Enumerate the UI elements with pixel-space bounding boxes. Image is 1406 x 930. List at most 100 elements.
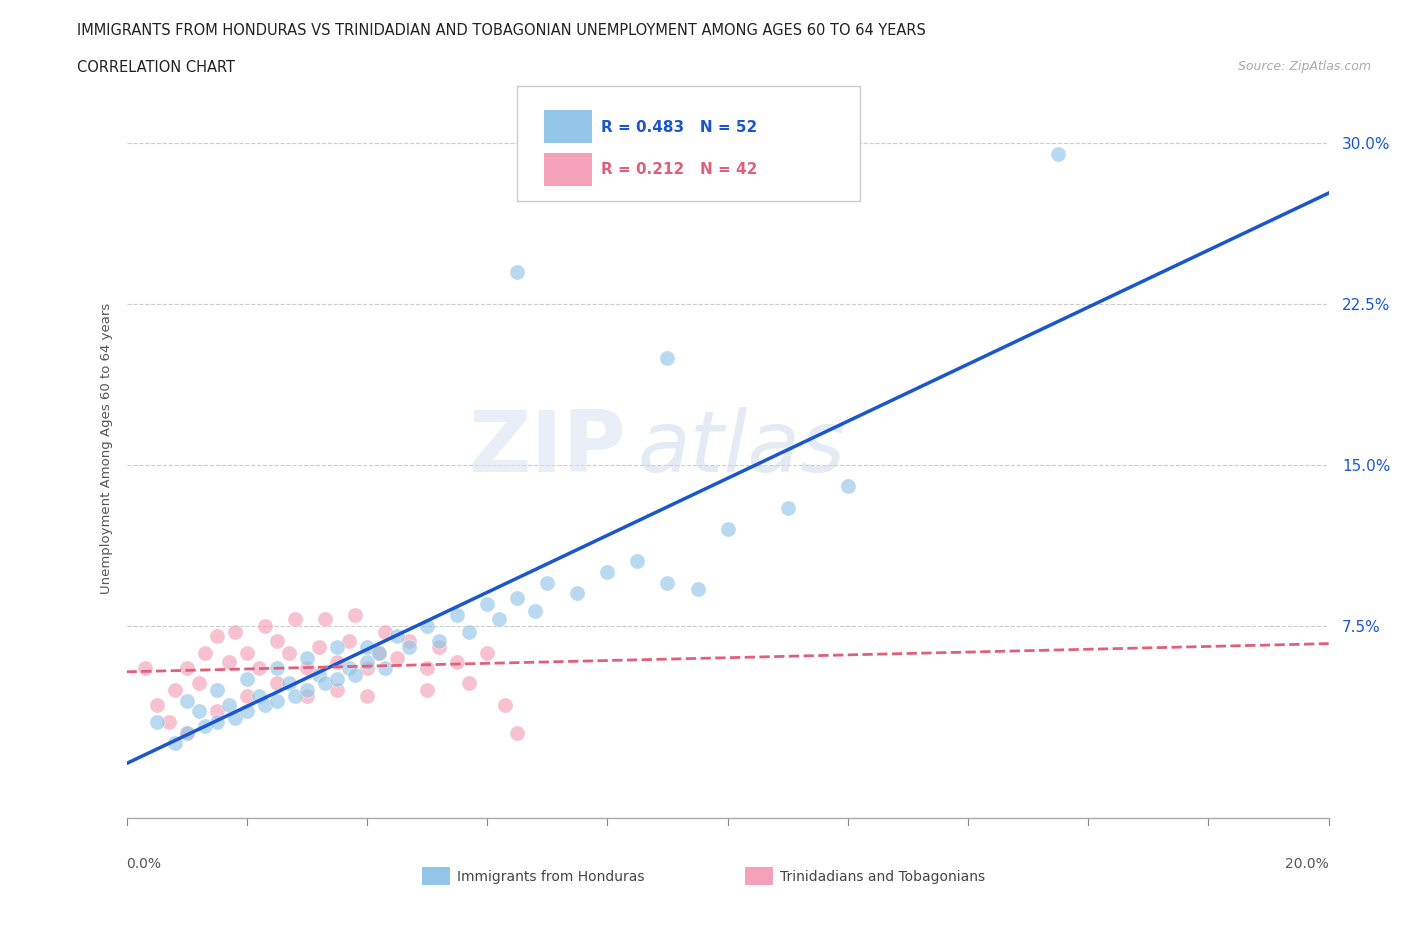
Point xyxy=(247,689,270,704)
Point xyxy=(446,607,468,622)
Point xyxy=(235,689,259,704)
FancyBboxPatch shape xyxy=(544,153,592,186)
Point xyxy=(295,689,318,704)
Text: IMMIGRANTS FROM HONDURAS VS TRINIDADIAN AND TOBAGONIAN UNEMPLOYMENT AMONG AGES 6: IMMIGRANTS FROM HONDURAS VS TRINIDADIAN … xyxy=(77,23,927,38)
Point xyxy=(314,612,336,627)
Point xyxy=(253,618,276,633)
Point xyxy=(308,640,330,655)
Point xyxy=(776,500,799,515)
Point xyxy=(157,714,180,729)
Point xyxy=(134,661,156,676)
Point xyxy=(326,683,349,698)
Point xyxy=(374,625,396,640)
Point xyxy=(837,479,859,494)
Point xyxy=(145,714,167,729)
Point xyxy=(284,612,307,627)
Point xyxy=(218,655,240,670)
Point xyxy=(163,683,186,698)
Point xyxy=(205,629,228,644)
Point xyxy=(385,629,408,644)
Point xyxy=(475,646,498,661)
Point xyxy=(235,671,259,686)
Point xyxy=(326,640,349,655)
Point xyxy=(337,661,360,676)
Point xyxy=(308,668,330,683)
Point xyxy=(224,625,246,640)
Point xyxy=(295,661,318,676)
Point xyxy=(506,591,529,605)
Point xyxy=(295,650,318,665)
Text: R = 0.212   N = 42: R = 0.212 N = 42 xyxy=(602,163,758,178)
Point xyxy=(266,693,288,708)
Point xyxy=(247,661,270,676)
Point xyxy=(458,676,481,691)
Point xyxy=(194,719,217,734)
Point xyxy=(145,698,167,712)
Point xyxy=(356,640,378,655)
Point xyxy=(266,676,288,691)
Text: atlas: atlas xyxy=(637,407,845,490)
Y-axis label: Unemployment Among Ages 60 to 64 years: Unemployment Among Ages 60 to 64 years xyxy=(100,303,112,594)
Point xyxy=(284,689,307,704)
Point xyxy=(187,676,209,691)
Point xyxy=(343,607,366,622)
Point xyxy=(494,698,516,712)
Point xyxy=(446,655,468,670)
Point xyxy=(218,698,240,712)
Text: Source: ZipAtlas.com: Source: ZipAtlas.com xyxy=(1237,60,1371,73)
Point xyxy=(368,646,391,661)
Point xyxy=(277,646,299,661)
Point xyxy=(398,640,420,655)
Point xyxy=(205,683,228,698)
Point xyxy=(176,661,198,676)
Point xyxy=(1047,147,1070,162)
Point xyxy=(235,704,259,719)
FancyBboxPatch shape xyxy=(517,86,860,201)
Point xyxy=(253,698,276,712)
Point xyxy=(374,661,396,676)
Point xyxy=(596,565,619,579)
Text: R = 0.483   N = 52: R = 0.483 N = 52 xyxy=(602,120,758,135)
Point xyxy=(488,612,510,627)
Text: CORRELATION CHART: CORRELATION CHART xyxy=(77,60,235,75)
Point xyxy=(224,711,246,725)
Point xyxy=(343,668,366,683)
Point xyxy=(524,603,547,618)
Point xyxy=(187,704,209,719)
Point xyxy=(657,576,679,591)
Point xyxy=(475,597,498,612)
Point xyxy=(176,693,198,708)
Point xyxy=(398,633,420,648)
Text: 20.0%: 20.0% xyxy=(1285,857,1329,871)
Point xyxy=(235,646,259,661)
Point xyxy=(356,689,378,704)
Point xyxy=(506,264,529,279)
Point xyxy=(567,586,589,601)
Point xyxy=(427,633,450,648)
Text: Trinidadians and Tobagonians: Trinidadians and Tobagonians xyxy=(780,870,986,884)
Text: ZIP: ZIP xyxy=(468,407,626,490)
Point xyxy=(657,351,679,365)
Point xyxy=(326,655,349,670)
Point xyxy=(416,618,439,633)
Point xyxy=(686,581,709,596)
Point xyxy=(368,646,391,661)
Point xyxy=(295,683,318,698)
Point xyxy=(716,522,740,537)
Text: 0.0%: 0.0% xyxy=(127,857,162,871)
Point xyxy=(626,553,648,568)
Point xyxy=(205,704,228,719)
Point xyxy=(458,625,481,640)
Point xyxy=(176,725,198,740)
Point xyxy=(356,661,378,676)
FancyBboxPatch shape xyxy=(544,110,592,143)
Point xyxy=(506,725,529,740)
Point xyxy=(266,633,288,648)
Point xyxy=(427,640,450,655)
Point xyxy=(416,661,439,676)
Point xyxy=(536,576,558,591)
Point xyxy=(277,676,299,691)
Point xyxy=(266,661,288,676)
Point xyxy=(163,736,186,751)
Point xyxy=(326,671,349,686)
